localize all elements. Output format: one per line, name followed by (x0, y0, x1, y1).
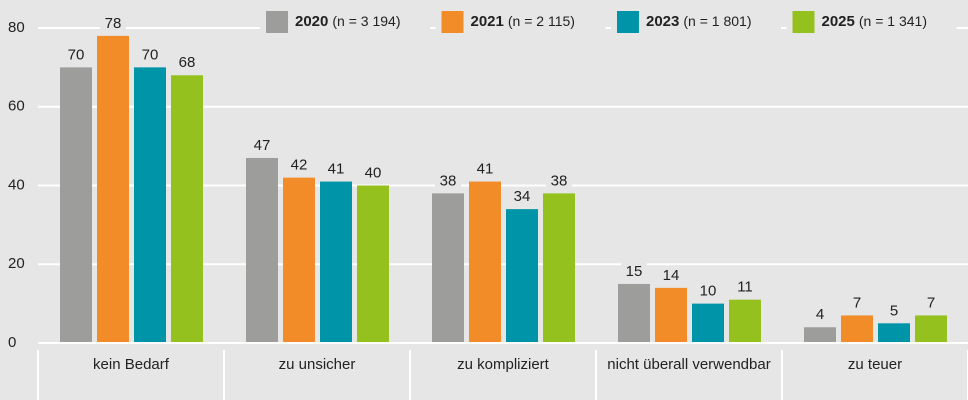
value-label: 38 (440, 172, 457, 189)
bar (692, 303, 724, 343)
x-tick-label: zu unsicher (278, 356, 356, 373)
legend-year: 2023 (646, 13, 679, 30)
value-label: 40 (365, 164, 382, 181)
value-label-bg (546, 172, 572, 191)
value-label: 11 (737, 279, 753, 296)
bar (543, 193, 575, 343)
value-label: 34 (514, 188, 531, 205)
y-tick-label: 40 (8, 176, 25, 193)
legend-label: 2025 (n = 1 341) (822, 13, 927, 30)
y-tick-label: 0 (8, 334, 16, 351)
value-label: 68 (179, 54, 196, 71)
bar (506, 209, 538, 343)
value-label-bg (844, 294, 870, 313)
value-label: 41 (477, 161, 494, 178)
value-label-bg (137, 46, 163, 65)
value-label-bg (63, 46, 89, 65)
value-label: 15 (626, 263, 643, 280)
legend-n: (n = 1 341) (859, 13, 927, 29)
value-label-bg (881, 302, 907, 321)
value-label: 5 (890, 302, 898, 319)
value-label-bg (732, 278, 758, 297)
bar (357, 185, 389, 343)
bar (246, 157, 278, 343)
legend-swatch (617, 11, 639, 33)
legend-n: (n = 2 115) (508, 13, 575, 29)
value-label-bg (621, 262, 647, 281)
legend-year: 2021 (471, 13, 504, 30)
value-label-bg (100, 14, 126, 33)
value-label: 14 (663, 267, 680, 284)
bar (804, 327, 836, 343)
value-label-bg (435, 172, 461, 191)
value-label: 7 (927, 294, 935, 311)
legend-label: 2021 (n = 2 115) (471, 13, 575, 30)
bar (134, 67, 166, 343)
legend-label: 2020 (n = 3 194) (295, 13, 400, 30)
value-label: 10 (700, 283, 717, 300)
legend-swatch (792, 11, 815, 33)
legend-bg (611, 10, 781, 34)
y-tick-label: 80 (8, 19, 25, 36)
value-label: 70 (142, 46, 159, 63)
bar (878, 323, 910, 343)
value-label-bg (286, 156, 312, 175)
value-label: 70 (68, 46, 85, 63)
legend-bg (435, 10, 606, 34)
legend-year: 2025 (822, 13, 855, 30)
bar (97, 35, 129, 343)
legend-swatch (266, 11, 288, 33)
value-label-bg (249, 136, 275, 155)
legend-label: 2023 (n = 1 801) (646, 13, 751, 30)
bar (432, 193, 464, 343)
legend-n: (n = 1 801) (683, 13, 751, 29)
bar (283, 177, 315, 343)
x-tick-label: zu kompliziert (457, 356, 549, 373)
bar (60, 67, 92, 343)
x-tick-label: zu teuer (847, 356, 903, 373)
value-label-bg (174, 54, 200, 73)
x-tick-label: nicht überall verwendbar (607, 356, 771, 373)
bar (655, 287, 687, 343)
bar (915, 315, 947, 343)
value-label: 42 (291, 157, 308, 174)
bar (320, 181, 352, 343)
legend-swatch (441, 11, 464, 33)
legend-year: 2020 (295, 13, 328, 30)
y-tick-label: 60 (8, 98, 25, 115)
value-label: 47 (254, 137, 271, 154)
value-label-bg (658, 266, 684, 285)
bar (841, 315, 873, 343)
bar (171, 75, 203, 343)
x-tick-label: kein Bedarf (93, 356, 169, 373)
value-label: 41 (328, 161, 345, 178)
value-label: 7 (853, 294, 861, 311)
value-label-bg (509, 188, 535, 207)
value-label: 4 (816, 306, 824, 323)
legend-bg (260, 10, 430, 34)
value-label: 38 (551, 172, 568, 189)
value-label-bg (472, 160, 498, 179)
bar (729, 299, 761, 343)
value-label-bg (807, 306, 833, 325)
legend-bg (786, 10, 957, 34)
value-label-bg (695, 282, 721, 301)
value-label: 78 (105, 15, 122, 32)
value-label-bg (918, 294, 944, 313)
value-label-bg (323, 160, 349, 179)
bar (469, 181, 501, 343)
value-label-bg (360, 164, 386, 183)
legend-n: (n = 3 194) (332, 13, 400, 29)
bar (618, 283, 650, 343)
y-tick-label: 20 (8, 255, 25, 272)
